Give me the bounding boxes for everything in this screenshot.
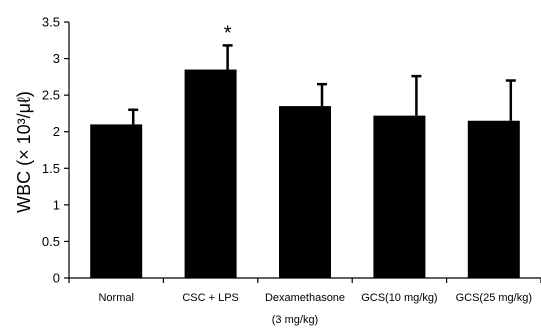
y-axis-label: WBC (× 10³/μℓ): [14, 91, 34, 213]
y-tick-label-0: 0: [53, 271, 60, 286]
category-labels: Normal CSC + LPS Dexamethasone (3 mg/kg) GCS…: [98, 292, 532, 326]
bar-3: [373, 115, 426, 278]
category-sublabel-2: (3 mg/kg): [272, 314, 318, 326]
y-tick-label-6: 3: [53, 51, 60, 66]
significance-marker-1: *: [224, 22, 232, 44]
bar-2: [279, 106, 331, 278]
category-label-2: Dexamethasone: [265, 292, 345, 304]
category-label-0: Normal: [98, 292, 133, 304]
bar-4: [467, 120, 520, 278]
category-label-1: CSC + LPS: [182, 292, 239, 304]
bar-0: [90, 124, 143, 279]
bars: *: [90, 22, 520, 279]
axes: 0 0.5 1 1.5 2 2.5 3 3.5: [42, 15, 541, 286]
y-tick-label-2: 1: [53, 197, 60, 212]
y-tick-label-3: 1.5: [42, 161, 60, 176]
bar-1: [184, 69, 237, 279]
category-label-4: GCS(25 mg/kg): [456, 292, 532, 304]
y-tick-label-4: 2: [53, 124, 60, 139]
category-label-3: GCS(10 mg/kg): [361, 292, 437, 304]
y-tick-label-5: 2.5: [42, 88, 60, 103]
y-tick-label-1: 0.5: [42, 234, 60, 249]
y-tick-label-7: 3.5: [42, 15, 60, 30]
